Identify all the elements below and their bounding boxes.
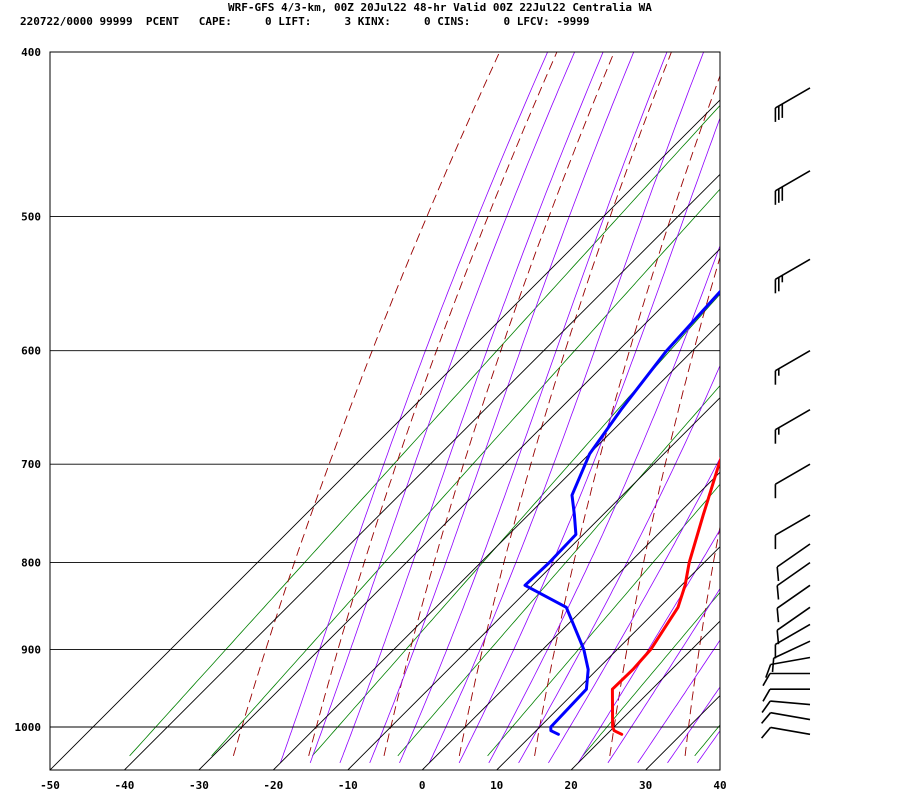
moist-adiabat-line <box>458 116 720 764</box>
wind-barb <box>762 672 810 687</box>
isotherm-10 <box>496 546 720 770</box>
x-tick-label: 20 <box>564 779 577 792</box>
stability-indices-line: 220722/0000 99999 PCENT CAPE: 0 LIFT: 3 … <box>20 15 590 28</box>
x-tick-label: 10 <box>490 779 503 792</box>
wind-barb <box>774 623 811 659</box>
moist-adiabat-line <box>280 52 549 764</box>
temperature-profile <box>610 456 720 736</box>
moist-adiabat-line <box>399 52 668 764</box>
isotherm--50 <box>50 99 720 770</box>
wind-barb <box>776 561 811 600</box>
x-tick-label: 40 <box>713 779 726 792</box>
x-tick-label: -20 <box>263 779 283 792</box>
wind-barb <box>774 87 811 122</box>
moist-adiabat-line <box>518 364 720 764</box>
x-tick-label: -40 <box>114 779 134 792</box>
dewpoint-profile <box>523 289 720 736</box>
wind-barb <box>774 258 811 294</box>
wind-barb <box>762 688 810 702</box>
dry-adiabat-line <box>684 524 720 756</box>
wind-barb <box>776 543 811 581</box>
moist-adiabat-line <box>696 730 720 764</box>
moist-adiabat-line <box>369 52 635 764</box>
y-tick-label: 700 <box>21 458 41 471</box>
y-tick-label: 1000 <box>15 721 42 734</box>
dry-adiabat-line <box>383 52 615 756</box>
wind-barbs <box>760 87 811 739</box>
wind-barb <box>771 640 811 673</box>
profile-lines <box>523 289 720 736</box>
moist-adiabat-line <box>577 528 720 764</box>
wind-barb <box>774 170 811 205</box>
x-tick-label: 30 <box>639 779 652 792</box>
isotherm--10 <box>347 397 720 770</box>
dry-adiabat-line <box>308 52 558 757</box>
y-tick-label: 400 <box>21 46 41 59</box>
mixing-ratio-line <box>694 724 720 757</box>
background-lines <box>50 43 900 770</box>
moist-adiabat-line <box>667 686 720 764</box>
mixing-ratio-line <box>129 104 720 757</box>
wind-barb <box>761 700 811 713</box>
wind-barb <box>774 463 811 499</box>
dry-adiabat-line <box>609 255 720 756</box>
moist-adiabat-line <box>339 52 604 764</box>
isotherm-40 <box>719 769 720 770</box>
x-tick-label: -10 <box>338 779 358 792</box>
wind-barb <box>776 606 811 645</box>
wind-barb <box>774 514 811 550</box>
y-tick-label: 800 <box>21 557 41 570</box>
moist-adiabat-line <box>488 244 720 764</box>
x-tick-label: -50 <box>40 779 60 792</box>
mixing-ratio-line <box>311 293 720 757</box>
y-tick-label: 500 <box>21 210 41 223</box>
y-tick-label: 900 <box>21 643 41 656</box>
moist-adiabat-line <box>607 587 720 764</box>
dry-adiabat-line <box>836 43 900 756</box>
mixing-ratio-line <box>211 188 720 757</box>
isotherm-0 <box>421 471 720 770</box>
moist-adiabat-line <box>548 457 720 764</box>
y-tick-label: 600 <box>21 345 41 358</box>
x-tick-label: -30 <box>189 779 209 792</box>
wind-barb <box>765 656 811 678</box>
wind-barb <box>774 409 811 444</box>
isotherm--40 <box>124 173 720 770</box>
wind-barb <box>760 711 811 724</box>
wind-barb <box>760 726 811 739</box>
mixing-ratio-line <box>487 483 720 757</box>
chart-title: WRF-GFS 4/3-km, 00Z 20Jul22 48-hr Valid … <box>228 1 652 14</box>
x-tick-label: 0 <box>419 779 426 792</box>
grid <box>49 51 721 771</box>
dry-adiabat-line <box>760 43 900 756</box>
isotherm--30 <box>198 248 720 770</box>
isotherm--20 <box>272 322 720 770</box>
axis-ticks: 400 500 600 700 800 900 1000 -50 -40 -30 -20 -10 0 10… <box>15 46 727 792</box>
mixing-ratio-line <box>582 591 720 757</box>
moist-adiabat-line <box>428 52 705 764</box>
moist-adiabat-line <box>637 639 720 764</box>
dry-adiabat-line <box>232 52 501 757</box>
dry-adiabat-line <box>458 52 672 756</box>
moist-adiabat-line <box>727 43 900 763</box>
wind-barb <box>776 584 811 623</box>
isotherm-20 <box>570 620 720 770</box>
dry-adiabat-line <box>534 74 720 756</box>
wind-barb <box>774 350 811 385</box>
